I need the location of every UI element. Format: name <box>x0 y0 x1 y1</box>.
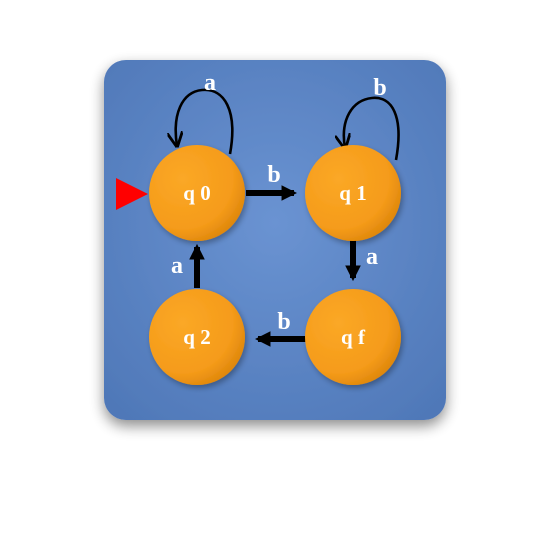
transition-q1-q1: b <box>344 75 400 161</box>
transition-label: a <box>366 244 378 270</box>
state-q2[interactable]: q 2 <box>149 289 245 385</box>
state-node[interactable] <box>305 289 401 385</box>
transition-label: a <box>204 70 216 96</box>
self-loop-arrow <box>344 96 400 161</box>
transition-qf-q2: b <box>254 309 306 347</box>
start-marker-icon <box>116 178 148 210</box>
transition-q0-q1: b <box>246 162 298 201</box>
state-node[interactable] <box>305 145 401 241</box>
state-label: q f <box>341 325 366 349</box>
state-node[interactable] <box>149 289 245 385</box>
state-label: q 0 <box>183 181 210 205</box>
transition-label: b <box>277 309 290 335</box>
transition-q1-qf: a <box>345 238 378 282</box>
transition-label: b <box>373 75 386 101</box>
state-q0[interactable]: q 0 <box>149 145 245 241</box>
state-qf[interactable]: q f <box>305 289 401 385</box>
state-q1[interactable]: q 1 <box>305 145 401 241</box>
transition-label: b <box>267 162 280 188</box>
transition-q2-q0: a <box>171 243 205 288</box>
state-label: q 2 <box>183 325 210 349</box>
transition-q0-q0: a <box>176 70 234 155</box>
state-node[interactable] <box>149 145 245 241</box>
transition-label: a <box>171 253 183 279</box>
state-label: q 1 <box>339 181 366 205</box>
self-loop-arrow <box>176 88 234 155</box>
